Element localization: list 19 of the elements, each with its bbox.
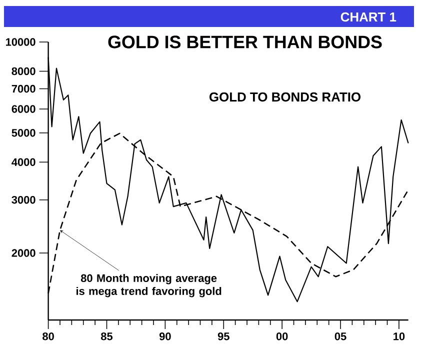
y-tick-label: 10000 bbox=[6, 38, 36, 46]
y-tick-label: 6000 bbox=[12, 105, 36, 113]
x-tick-label: 80 bbox=[42, 332, 54, 340]
y-tick-label: 3000 bbox=[12, 196, 36, 204]
y-tick-label: 8000 bbox=[12, 67, 36, 76]
y-tick-label: 4000 bbox=[12, 158, 36, 166]
x-tick-label: 90 bbox=[159, 332, 171, 340]
y-tick-label: 7000 bbox=[12, 84, 36, 93]
x-tick-label: 05 bbox=[334, 332, 346, 340]
x-tick-label: 00 bbox=[276, 332, 288, 340]
caption: CHART 1 bbox=[340, 12, 396, 22]
annotation: 80 Month moving average is mega trend favoring gold bbox=[76, 274, 222, 298]
y-tick-label: 5000 bbox=[12, 129, 36, 137]
x-tick-label: 95 bbox=[218, 332, 230, 340]
x-tick-label: 10 bbox=[394, 332, 405, 340]
y-tick-label: 2000 bbox=[12, 249, 36, 257]
chart-title: GOLD IS BETTER THAN BONDS bbox=[108, 36, 382, 48]
x-tick-label: 85 bbox=[100, 332, 113, 340]
text: GOLD TO BONDS RATIO bbox=[210, 92, 361, 102]
